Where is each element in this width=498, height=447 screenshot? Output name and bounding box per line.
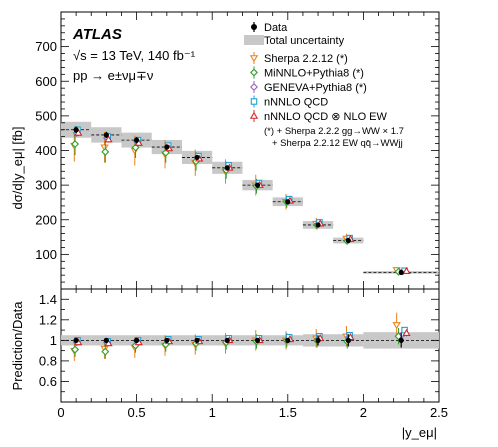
top-data-point [285, 199, 291, 205]
ratio-data-point [164, 337, 170, 343]
legend: Data Total uncertainty Sherpa 2.2.12 (*)… [244, 22, 404, 149]
legend-series-marker [249, 111, 259, 119]
legend-series-marker [250, 98, 258, 105]
top-data-point [398, 269, 404, 275]
top-data-point [103, 132, 109, 138]
legend-data-label: Data [264, 22, 288, 34]
ratio-pred-marker [71, 345, 80, 354]
legend-series-marker [250, 68, 258, 77]
legend-series-label: nNNLO QCD ⊗ NLO EW [264, 111, 388, 123]
legend-series-label: Sherpa 2.2.12 (*) [264, 53, 348, 65]
top-pred-marker [100, 144, 109, 152]
axis-tick-labels: 0 0.5 1 1.5 2 2.5 100 200 300 400 500 600 700 0.6 0.8 1… [35, 39, 448, 420]
y-tick-label-top: 200 [35, 212, 57, 227]
top-data-points [73, 126, 404, 275]
top-data-point [73, 127, 79, 133]
y-tick-label-bottom: 1.2 [39, 312, 57, 327]
legend-series-marker [250, 83, 258, 91]
legend-series-label: GENEVA+Pythia8 (*) [264, 82, 367, 94]
legend-series-label: MiNNLO+Pythia8 (*) [264, 68, 364, 80]
y-tick-label-bottom: 1 [50, 333, 57, 348]
top-data-point [224, 165, 230, 171]
y-axis-title-top: dσ/d|y_eμ| [fb] [10, 127, 25, 210]
ratio-pred-marker [101, 347, 110, 356]
x-tick-label: 0 [57, 405, 64, 420]
ratio-data-point [73, 337, 79, 343]
y-tick-label-top: 700 [35, 39, 57, 54]
legend-series-label: nNNLO QCD [264, 97, 328, 109]
top-data-point [194, 154, 200, 161]
legend-data-marker [251, 22, 257, 32]
legend-series-entries: Sherpa 2.2.12 (*) MiNNLO+Pythia8 (*) GENEV… [249, 52, 388, 123]
ratio-data-point [315, 337, 321, 343]
energy-lumi-label: √s = 13 TeV, 140 fb⁻¹ [73, 48, 196, 63]
ratio-data-point [398, 337, 404, 343]
x-axis-title: |y_eμ| [402, 425, 437, 440]
y-tick-label-bottom: 0.6 [39, 374, 57, 389]
ratio-pred-marker [402, 328, 411, 336]
ratio-data-point [194, 337, 200, 343]
y-tick-label-top: 300 [35, 178, 57, 193]
ratio-data-point [285, 337, 291, 343]
ratio-data-point [224, 337, 230, 343]
y-tick-label-bottom: 1.4 [39, 292, 57, 307]
ratio-pred-marker [392, 322, 401, 330]
ratio-pred-marker [104, 339, 113, 347]
ratio-data-point [103, 337, 109, 343]
x-tick-label: 0.5 [128, 405, 146, 420]
y-axis-title-bottom: Prediction/Data [10, 301, 25, 391]
axis-ticks [60, 11, 440, 403]
top-pred-marker [402, 266, 411, 275]
top-data-point [164, 144, 170, 150]
y-tick-label-top: 600 [35, 74, 57, 89]
top-pred-marker [104, 135, 113, 143]
y-tick-label-top: 400 [35, 143, 57, 158]
legend-band-swatch [244, 35, 264, 45]
y-tick-label-bottom: 0.8 [39, 353, 57, 368]
top-pred-marker [101, 147, 110, 156]
x-tick-label: 1 [209, 405, 216, 420]
legend-series-marker [249, 55, 259, 63]
x-tick-label: 2.5 [430, 405, 448, 420]
top-data-point [254, 182, 261, 188]
top-pred-marker [71, 140, 80, 149]
experiment-label: ATLAS [72, 26, 122, 43]
y-tick-label-top: 100 [35, 247, 57, 262]
ratio-data-point [345, 337, 351, 343]
top-data-point [345, 237, 351, 244]
top-data-point [315, 222, 321, 228]
top-data-point [134, 137, 140, 143]
ratio-data-point [134, 337, 140, 343]
legend-note-line2: + Sherpa 2.2.12 EW qq̄→WWjj [272, 138, 403, 149]
ratio-data-point [254, 337, 261, 343]
x-tick-label: 1.5 [279, 405, 297, 420]
y-tick-label-top: 500 [35, 108, 57, 123]
ratio-data-points [73, 333, 404, 348]
legend-note-line1: (*) + Sherpa 2.2.2 gg→WW × 1.7 [264, 126, 404, 137]
process-label: pp → e±νμ∓ν [73, 68, 153, 83]
x-tick-label: 2 [360, 405, 367, 420]
legend-band-label: Total uncertainty [264, 35, 345, 47]
top-pred-marker [131, 143, 140, 152]
